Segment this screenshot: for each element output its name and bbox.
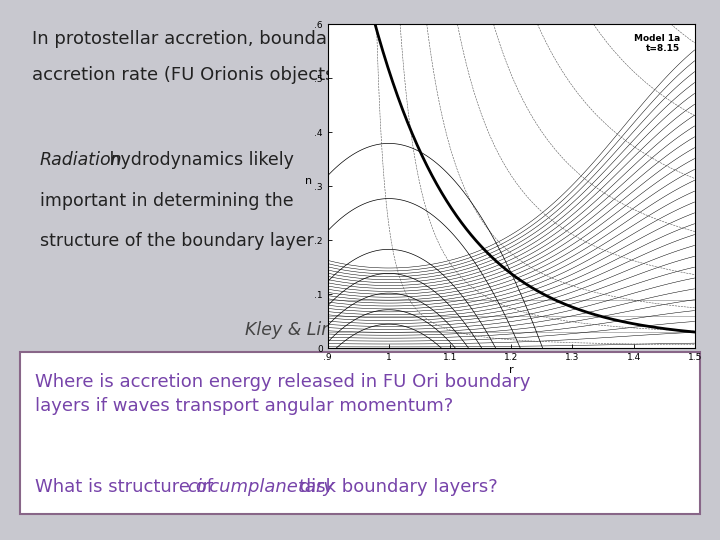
FancyBboxPatch shape [20, 352, 700, 514]
Text: Model 1a
t=8.15: Model 1a t=8.15 [634, 34, 680, 53]
Text: Where is accretion energy released in FU Ori boundary
layers if waves transport : Where is accretion energy released in FU… [35, 373, 530, 415]
Y-axis label: n: n [305, 176, 312, 186]
Text: Radiation: Radiation [40, 151, 122, 169]
Text: In protostellar accretion, boundary layers occur at high: In protostellar accretion, boundary laye… [32, 30, 531, 48]
Text: accretion rate (FU Orionis objects): accretion rate (FU Orionis objects) [32, 66, 342, 84]
Text: What is structure of: What is structure of [35, 478, 218, 496]
Text: structure of the boundary layer: structure of the boundary layer [40, 232, 313, 250]
X-axis label: r: r [509, 365, 513, 375]
Text: circumplanetary: circumplanetary [187, 478, 334, 496]
Text: disk boundary layers?: disk boundary layers? [294, 478, 498, 496]
Text: Kley & Lin ‘96: Kley & Lin ‘96 [245, 321, 365, 339]
Text: important in determining the: important in determining the [40, 192, 293, 210]
Text: hydrodynamics likely: hydrodynamics likely [104, 151, 294, 169]
